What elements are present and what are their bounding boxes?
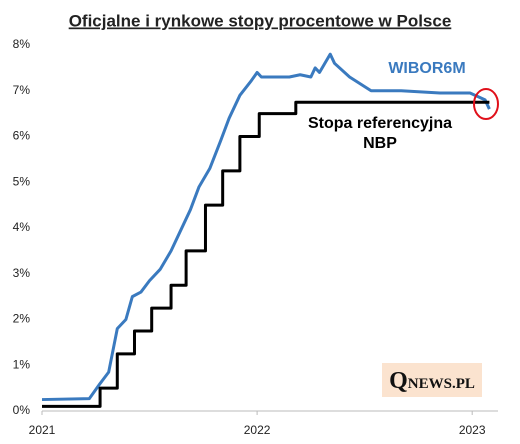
x-tick-label: 2021 <box>29 423 56 437</box>
y-tick-label: 2% <box>13 312 31 326</box>
series-label: Stopa referencyjna NBP <box>307 115 453 152</box>
y-tick-label: 5% <box>13 174 31 188</box>
x-tick-label: 2023 <box>459 423 486 437</box>
series-line <box>41 52 491 402</box>
y-tick-label: 6% <box>13 129 31 143</box>
y-tick-label: 7% <box>13 83 31 97</box>
chart-title: Oficjalne i rynkowe stopy procentowe w P… <box>69 11 452 30</box>
y-tick-label: 8% <box>13 37 31 51</box>
y-tick-label: 0% <box>13 403 31 417</box>
series-label: WIBOR6M <box>388 60 466 77</box>
watermark: QNEWS.PL <box>382 363 482 397</box>
y-tick-label: 4% <box>13 220 31 234</box>
series-line <box>42 100 490 408</box>
x-tick-label: 2022 <box>244 423 271 437</box>
y-tick-label: 1% <box>13 357 31 371</box>
highlight-circle <box>473 88 499 120</box>
y-tick-label: 3% <box>13 266 31 280</box>
